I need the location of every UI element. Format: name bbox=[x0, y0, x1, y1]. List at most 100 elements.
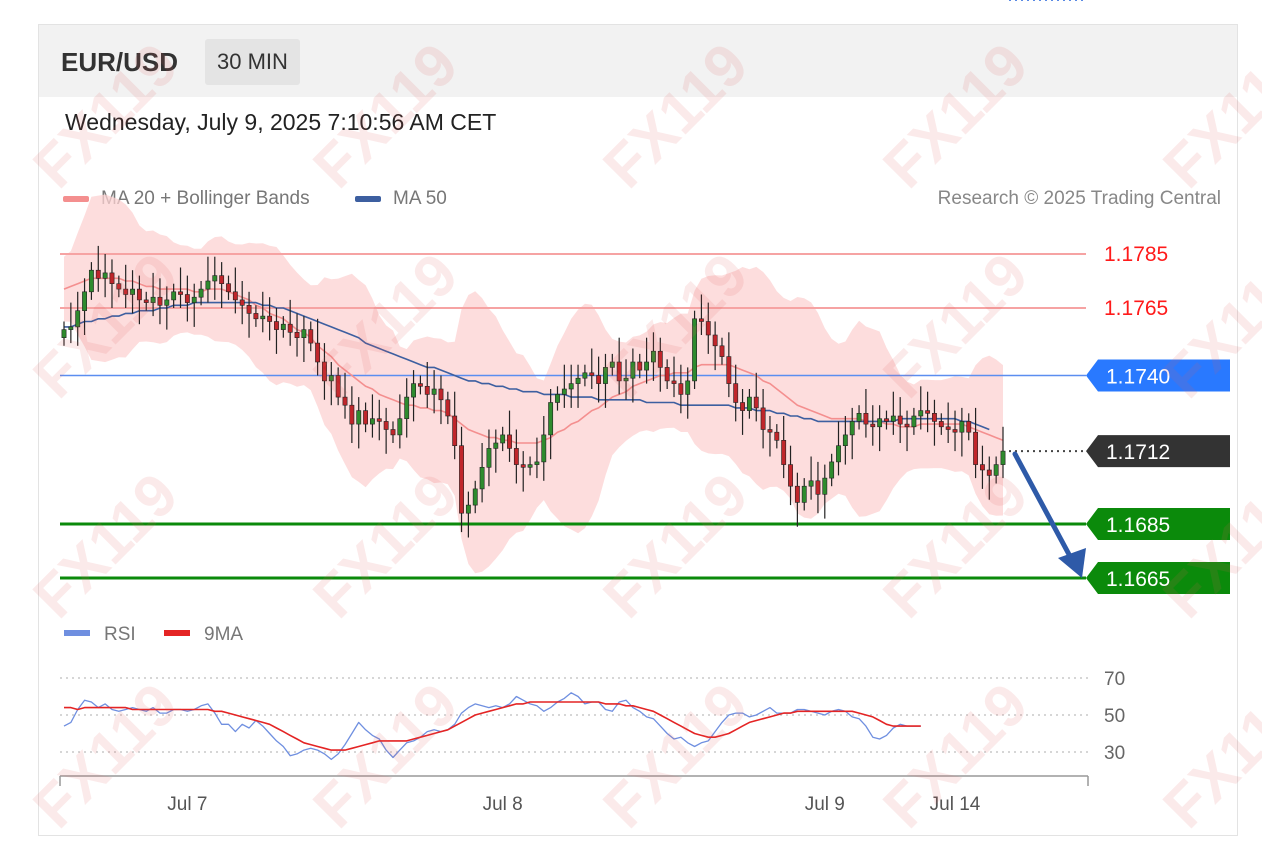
candle bbox=[88, 262, 94, 300]
candle bbox=[335, 367, 341, 406]
bollinger-band-area bbox=[64, 194, 1003, 574]
candle-body bbox=[527, 464, 533, 468]
candle bbox=[849, 407, 855, 460]
candle-body bbox=[568, 383, 574, 390]
candle-body bbox=[842, 434, 848, 446]
candle-body bbox=[548, 402, 554, 436]
candle-body bbox=[698, 318, 704, 322]
level-badge bbox=[1086, 435, 1230, 468]
candle-body bbox=[671, 380, 677, 384]
candle-body bbox=[219, 275, 225, 285]
candle-body bbox=[232, 291, 238, 301]
level-label: 1.1785 bbox=[1104, 243, 1168, 266]
candle-body bbox=[918, 410, 924, 417]
candle-body bbox=[836, 445, 841, 463]
candle-body bbox=[541, 434, 547, 463]
candle bbox=[116, 275, 122, 298]
candle bbox=[445, 391, 451, 425]
candle bbox=[548, 389, 554, 460]
candle bbox=[740, 389, 745, 435]
candle-body bbox=[397, 418, 403, 436]
candle bbox=[952, 410, 958, 452]
candle-body bbox=[349, 404, 355, 425]
candle bbox=[253, 305, 259, 327]
candle bbox=[267, 297, 273, 341]
candle-body bbox=[205, 280, 211, 290]
candle bbox=[685, 367, 691, 419]
candle-body bbox=[411, 383, 416, 398]
candle bbox=[438, 375, 444, 425]
timestamp: Wednesday, July 9, 2025 7:10:56 AM CET bbox=[65, 109, 497, 135]
candle-body bbox=[589, 372, 595, 376]
candle-body bbox=[815, 480, 821, 495]
level-tag-1.1765: 1.1765 bbox=[1104, 297, 1168, 320]
candle-body bbox=[616, 361, 622, 382]
watermark-text: FX119 bbox=[590, 30, 760, 200]
candle-body bbox=[246, 304, 252, 314]
candle bbox=[349, 386, 355, 443]
candle-body bbox=[740, 402, 745, 411]
candle-body bbox=[897, 415, 903, 425]
candle bbox=[671, 356, 677, 398]
candle bbox=[513, 429, 519, 484]
candle bbox=[637, 353, 643, 379]
candle bbox=[932, 399, 937, 446]
candle bbox=[884, 410, 889, 430]
candle bbox=[75, 291, 81, 346]
candle-body bbox=[164, 299, 170, 306]
candle-body bbox=[390, 429, 396, 436]
candle-body bbox=[513, 448, 519, 465]
candle bbox=[500, 426, 506, 452]
candle-body bbox=[109, 272, 115, 284]
forecast-arrow-head bbox=[1058, 548, 1086, 578]
candle bbox=[239, 281, 245, 325]
ma50-swatch bbox=[355, 196, 381, 202]
candle-body bbox=[678, 383, 684, 395]
interval-badge[interactable]: 30 MIN bbox=[205, 39, 300, 85]
candle-body bbox=[301, 329, 307, 339]
symbol-title: EUR/USD bbox=[61, 47, 179, 77]
candle-body bbox=[1000, 450, 1006, 465]
candle bbox=[596, 356, 602, 403]
candle bbox=[1000, 426, 1006, 479]
legend-label: RSI bbox=[104, 624, 136, 645]
candle-body bbox=[685, 380, 691, 395]
candle-body bbox=[95, 269, 101, 279]
candle bbox=[390, 421, 396, 443]
candle bbox=[959, 407, 965, 457]
candle bbox=[877, 405, 883, 452]
legend-ma50: MA 50 bbox=[355, 188, 447, 210]
candle-body bbox=[664, 367, 670, 382]
candle bbox=[424, 362, 430, 408]
level-badge bbox=[1086, 562, 1230, 594]
candle-body bbox=[171, 291, 177, 301]
candle-body bbox=[328, 375, 334, 382]
candle-body bbox=[438, 388, 444, 401]
candle-body bbox=[253, 313, 259, 320]
candle-body bbox=[726, 356, 732, 384]
candle bbox=[472, 480, 478, 514]
level-tag-1.1685: 1.1685 bbox=[1086, 508, 1230, 540]
candle bbox=[568, 364, 574, 408]
rsi-panel: RSI 9MA bbox=[63, 0, 1086, 761]
candle bbox=[507, 410, 512, 462]
candle-body bbox=[705, 321, 711, 336]
candle bbox=[966, 413, 972, 441]
level-label: 1.1665 bbox=[1106, 568, 1170, 591]
candle bbox=[897, 397, 903, 443]
candle-body bbox=[376, 418, 382, 422]
candlesticks bbox=[61, 245, 1006, 538]
rsi-grid: 70 50 30 bbox=[60, 669, 1125, 764]
candle-body bbox=[274, 321, 279, 330]
rsi-line bbox=[63, 692, 921, 761]
candle-body bbox=[294, 331, 300, 338]
candle bbox=[630, 348, 636, 403]
candle-body bbox=[959, 421, 965, 433]
candle bbox=[232, 267, 238, 314]
candle bbox=[863, 389, 869, 438]
candle-body bbox=[383, 421, 389, 430]
candle-body bbox=[884, 418, 889, 422]
level-tag-1.1740: 1.1740 bbox=[1086, 359, 1230, 392]
candle bbox=[205, 256, 211, 303]
ma50-label: MA 50 bbox=[393, 188, 447, 209]
